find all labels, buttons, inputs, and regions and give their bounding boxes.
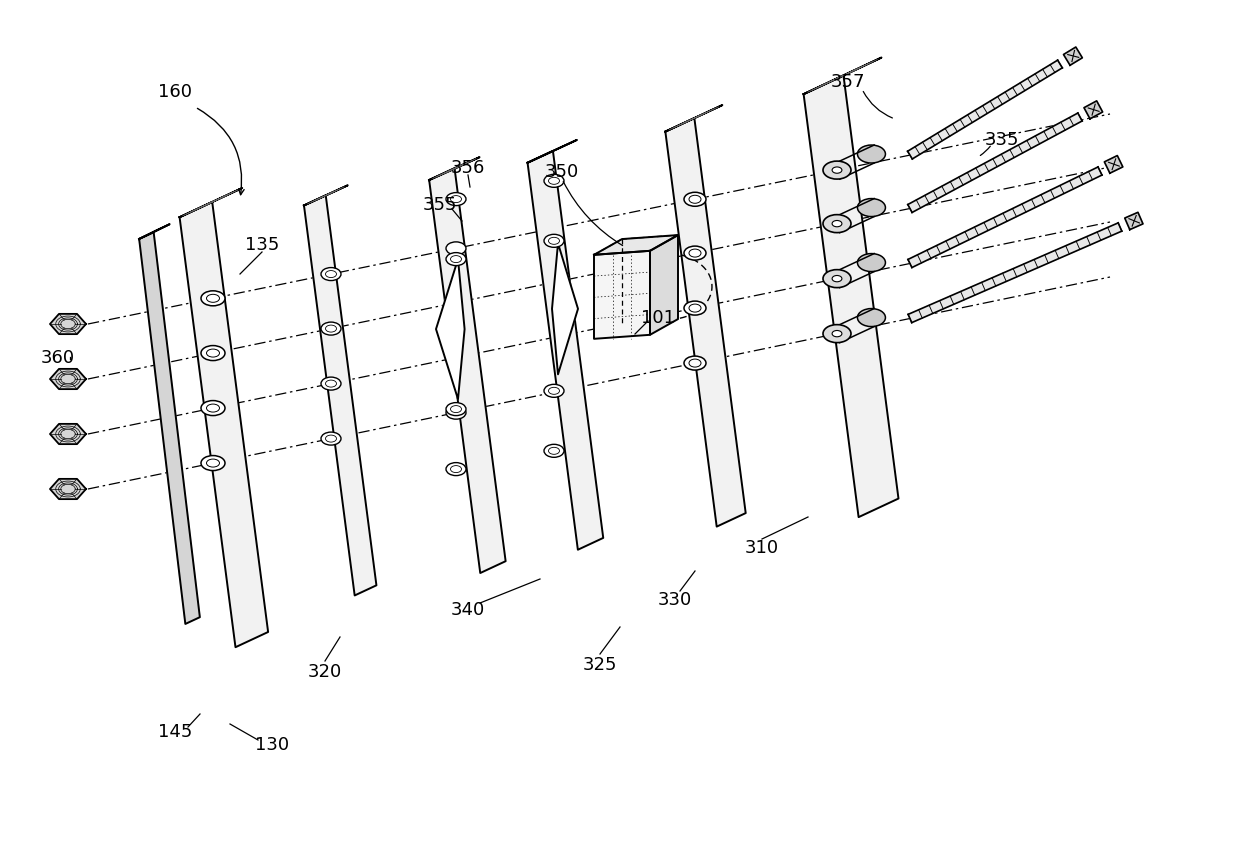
Polygon shape: [908, 224, 1122, 323]
Polygon shape: [1125, 213, 1143, 230]
Ellipse shape: [544, 235, 564, 248]
Polygon shape: [908, 114, 1083, 214]
Ellipse shape: [544, 385, 564, 398]
Polygon shape: [527, 152, 603, 550]
Ellipse shape: [684, 357, 706, 371]
Polygon shape: [180, 203, 268, 647]
Ellipse shape: [823, 215, 851, 233]
Polygon shape: [666, 106, 723, 133]
Polygon shape: [304, 186, 347, 206]
Text: 145: 145: [157, 722, 192, 740]
Polygon shape: [527, 141, 577, 164]
Text: 330: 330: [658, 590, 692, 609]
Ellipse shape: [684, 246, 706, 261]
Text: 310: 310: [745, 538, 779, 556]
Ellipse shape: [857, 254, 885, 273]
Ellipse shape: [857, 146, 885, 164]
Ellipse shape: [446, 403, 466, 416]
Polygon shape: [804, 77, 899, 517]
Polygon shape: [594, 252, 650, 339]
Ellipse shape: [857, 309, 885, 327]
Polygon shape: [139, 225, 170, 240]
Ellipse shape: [201, 346, 224, 361]
Ellipse shape: [832, 331, 842, 338]
Polygon shape: [908, 61, 1063, 160]
Text: 335: 335: [985, 131, 1019, 149]
Polygon shape: [139, 233, 200, 625]
Text: 325: 325: [583, 655, 618, 674]
Ellipse shape: [321, 377, 341, 391]
Polygon shape: [304, 196, 377, 596]
Ellipse shape: [201, 401, 224, 416]
Ellipse shape: [321, 322, 341, 336]
Ellipse shape: [823, 270, 851, 289]
Ellipse shape: [446, 242, 466, 256]
Polygon shape: [908, 168, 1102, 268]
Text: 160: 160: [157, 83, 192, 101]
Text: 350: 350: [544, 163, 579, 181]
Polygon shape: [1064, 48, 1083, 66]
Text: 357: 357: [831, 73, 866, 91]
Polygon shape: [804, 58, 882, 95]
Ellipse shape: [684, 301, 706, 316]
Polygon shape: [180, 189, 242, 218]
Ellipse shape: [446, 193, 466, 206]
Ellipse shape: [321, 268, 341, 281]
Ellipse shape: [201, 456, 224, 471]
Polygon shape: [552, 244, 578, 375]
Text: 356: 356: [451, 159, 485, 176]
Polygon shape: [436, 260, 465, 399]
Polygon shape: [50, 370, 86, 390]
Ellipse shape: [857, 199, 885, 217]
Polygon shape: [429, 169, 506, 573]
Text: 135: 135: [244, 235, 279, 254]
Text: 101: 101: [641, 309, 675, 327]
Polygon shape: [50, 479, 86, 500]
Ellipse shape: [823, 162, 851, 180]
Polygon shape: [650, 235, 678, 335]
Ellipse shape: [832, 221, 842, 228]
Ellipse shape: [823, 325, 851, 344]
Polygon shape: [50, 315, 86, 335]
Text: 130: 130: [255, 735, 289, 753]
Ellipse shape: [544, 175, 564, 188]
Ellipse shape: [684, 193, 706, 207]
Polygon shape: [50, 425, 86, 445]
Text: 360: 360: [41, 349, 76, 366]
Ellipse shape: [446, 463, 466, 476]
Polygon shape: [1084, 102, 1102, 120]
Ellipse shape: [832, 168, 842, 174]
Text: 355: 355: [423, 196, 458, 214]
Polygon shape: [594, 235, 678, 256]
Ellipse shape: [832, 276, 842, 283]
Polygon shape: [429, 158, 480, 181]
Ellipse shape: [321, 433, 341, 446]
Ellipse shape: [446, 253, 466, 267]
Polygon shape: [666, 119, 745, 527]
Ellipse shape: [544, 445, 564, 457]
Polygon shape: [1105, 156, 1123, 174]
Text: 340: 340: [451, 600, 485, 619]
Text: 320: 320: [308, 663, 342, 680]
Ellipse shape: [446, 407, 466, 419]
Ellipse shape: [201, 291, 224, 306]
